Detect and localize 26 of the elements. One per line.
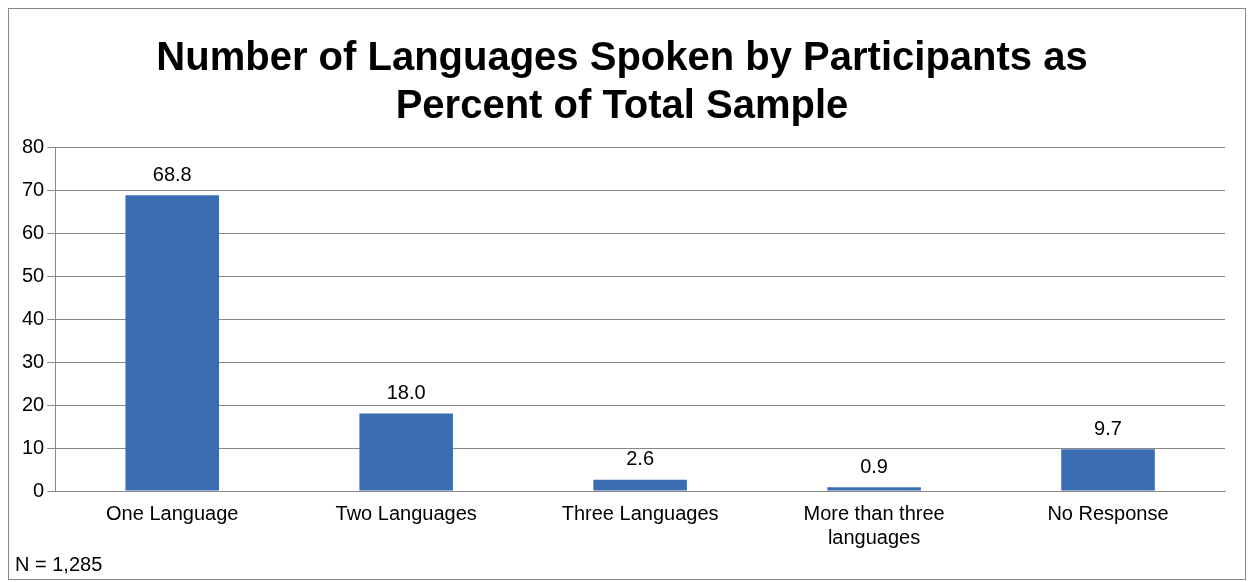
y-tick-label: 30 (22, 349, 45, 372)
chart-title: Number of Languages Spoken by Participants as Percent of Total Sample (156, 34, 1088, 127)
y-tick-label: 40 (22, 306, 45, 329)
y-tick-label: 80 (22, 134, 45, 157)
text: N = 1,285 (15, 552, 103, 575)
x-tick-label: More than three languages (803, 501, 945, 548)
y-tick-label: 20 (22, 392, 45, 415)
bar (827, 487, 921, 491)
x-tick-label: Three Languages (561, 501, 719, 524)
x-tick-label: Two Languages (335, 501, 477, 524)
data-label: 9.7 (1094, 416, 1122, 439)
bar (359, 413, 453, 491)
data-label: 18.0 (386, 381, 426, 404)
x-tick-label: One Language (106, 501, 239, 524)
y-tick-label: 50 (22, 263, 45, 286)
data-label: 0.9 (860, 454, 888, 477)
bar (1061, 449, 1155, 491)
bar (125, 195, 220, 491)
y-tick-label: 60 (22, 220, 45, 243)
y-tick-label: 10 (22, 435, 45, 458)
bar (593, 479, 687, 491)
y-tick-label: 0 (33, 478, 45, 501)
data-label: 2.6 (626, 447, 655, 470)
x-tick-label: No Response (1047, 501, 1169, 524)
data-label: 68.8 (152, 162, 192, 185)
y-tick-label: 70 (22, 177, 45, 200)
